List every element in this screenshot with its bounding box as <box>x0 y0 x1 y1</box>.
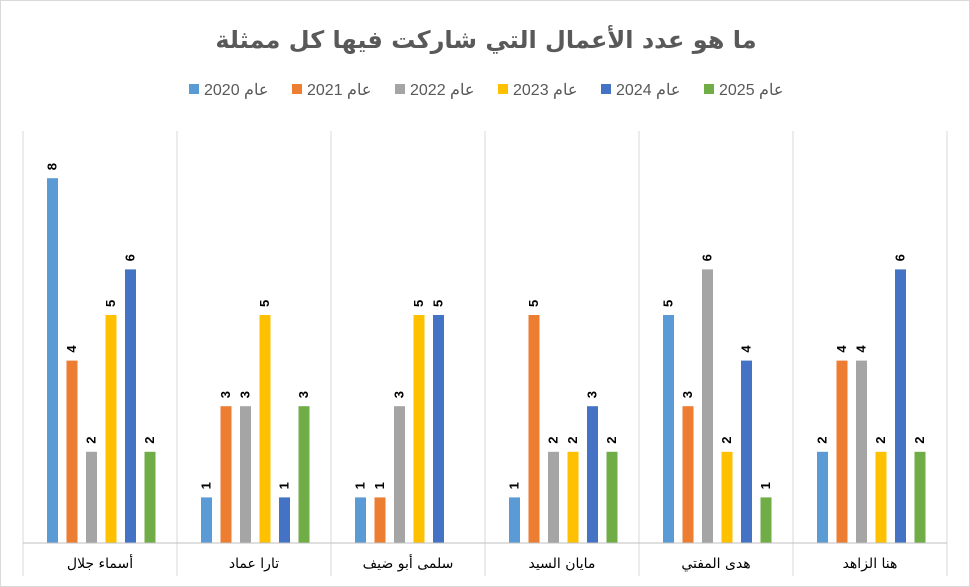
value-label-6-series-2: 4 <box>834 345 849 353</box>
bar-5-series-6 <box>760 497 772 543</box>
value-label-5-series-2: 3 <box>680 391 695 398</box>
value-label-5-series-3: 6 <box>700 254 715 261</box>
legend-swatch-2 <box>292 84 302 94</box>
value-label-2-series-3: 3 <box>238 391 253 398</box>
bar-4-series-1 <box>509 497 520 543</box>
category-label-6: هنا الزاهد <box>843 556 898 572</box>
value-label-6-series-1: 2 <box>815 437 830 444</box>
legend-label-2: عام 2021 <box>307 82 371 99</box>
bar-6-series-1 <box>817 451 828 543</box>
chart-title: ما هو عدد الأعمال التي شاركت فيها كل ممث… <box>215 25 756 54</box>
value-label-3-series-5: 5 <box>431 300 446 307</box>
legend: عام 2020 عام 2021 عام 2022 عام 2023 عام 2024… <box>189 82 783 99</box>
value-label-1-series-2: 4 <box>64 345 79 353</box>
bar-4-series-4 <box>567 451 579 543</box>
bar-6-series-4 <box>875 451 887 543</box>
bar-4-series-5 <box>587 406 598 543</box>
value-label-5-series-4: 2 <box>719 437 734 444</box>
category-dividers <box>22 131 948 576</box>
legend-label-4: عام 2023 <box>513 82 577 99</box>
bar-5-series-2 <box>682 406 694 543</box>
legend-swatch-4 <box>498 84 508 94</box>
bar-5-series-1 <box>663 315 674 543</box>
bar-3-series-2 <box>374 497 386 543</box>
value-label-3-series-4: 5 <box>411 300 426 307</box>
legend-label-6: عام 2025 <box>719 82 783 99</box>
legend-label-5: عام 2024 <box>616 82 680 99</box>
bar-2-series-3 <box>240 406 251 543</box>
value-label-2-series-5: 1 <box>277 482 292 489</box>
value-label-4-series-2: 5 <box>526 300 541 307</box>
value-label-3-series-2: 1 <box>372 482 387 489</box>
bar-2-series-1 <box>201 497 212 543</box>
value-label-2-series-6: 3 <box>296 391 311 398</box>
bar-2-series-5 <box>279 497 290 543</box>
bar-2-series-4 <box>259 315 271 543</box>
bar-4-series-6 <box>606 451 618 543</box>
value-label-4-series-3: 2 <box>546 437 561 444</box>
value-label-2-series-1: 1 <box>199 482 214 489</box>
bar-5-series-4 <box>721 451 733 543</box>
value-label-1-series-5: 6 <box>123 254 138 261</box>
bar-1-series-5 <box>125 269 136 543</box>
bar-4-series-3 <box>548 451 559 543</box>
bar-6-series-6 <box>914 451 926 543</box>
legend-label-3: عام 2022 <box>410 82 474 99</box>
category-label-3: سلمى أبو ضيف <box>363 554 454 572</box>
value-label-1-series-6: 2 <box>142 437 157 444</box>
legend-label-1: عام 2020 <box>204 82 268 99</box>
category-label-2: تارا عماد <box>229 556 279 572</box>
value-label-6-series-6: 2 <box>912 437 927 444</box>
value-label-5-series-6: 1 <box>758 482 773 489</box>
value-label-6-series-4: 2 <box>873 437 888 444</box>
legend-swatch-6 <box>704 84 714 94</box>
legend-swatch-1 <box>189 84 199 94</box>
bar-4-series-2 <box>528 315 540 543</box>
bar-1-series-4 <box>105 315 117 543</box>
value-label-2-series-4: 5 <box>257 300 272 307</box>
category-labels: أسماء جلال تارا عماد سلمى أبو ضيف مايان الس… <box>67 554 898 572</box>
bar-2-series-2 <box>220 406 232 543</box>
category-label-5: هدى المفتي <box>681 556 750 572</box>
bar-1-series-6 <box>144 451 156 543</box>
bar-1-series-3 <box>86 451 97 543</box>
bar-3-series-1 <box>355 497 366 543</box>
bar-6-series-2 <box>836 360 848 543</box>
legend-swatch-3 <box>395 84 405 94</box>
value-label-1-series-3: 2 <box>84 437 99 444</box>
bar-3-series-5 <box>433 315 444 543</box>
value-label-5-series-5: 4 <box>739 345 754 353</box>
bars <box>47 178 926 543</box>
bar-1-series-1 <box>47 178 58 543</box>
bar-3-series-4 <box>413 315 425 543</box>
bar-1-series-2 <box>66 360 78 543</box>
value-label-5-series-1: 5 <box>661 300 676 307</box>
value-label-6-series-3: 4 <box>854 345 869 353</box>
value-label-4-series-4: 2 <box>565 437 580 444</box>
value-label-3-series-1: 1 <box>353 482 368 489</box>
legend-swatch-5 <box>601 84 611 94</box>
value-label-4-series-6: 2 <box>604 437 619 444</box>
value-label-1-series-4: 5 <box>103 300 118 307</box>
bar-5-series-3 <box>702 269 713 543</box>
category-label-1: أسماء جلال <box>67 554 133 572</box>
bar-3-series-3 <box>394 406 405 543</box>
value-label-4-series-1: 1 <box>507 482 522 489</box>
value-label-4-series-5: 3 <box>585 391 600 398</box>
bar-6-series-5 <box>895 269 906 543</box>
bar-6-series-3 <box>856 360 867 543</box>
bar-2-series-6 <box>298 406 310 543</box>
value-label-2-series-2: 3 <box>218 391 233 398</box>
value-label-1-series-1: 8 <box>45 163 60 170</box>
category-label-4: مايان السيد <box>529 556 596 572</box>
value-label-6-series-5: 6 <box>893 254 908 261</box>
bar-5-series-5 <box>741 360 752 543</box>
value-label-3-series-3: 3 <box>392 391 407 398</box>
